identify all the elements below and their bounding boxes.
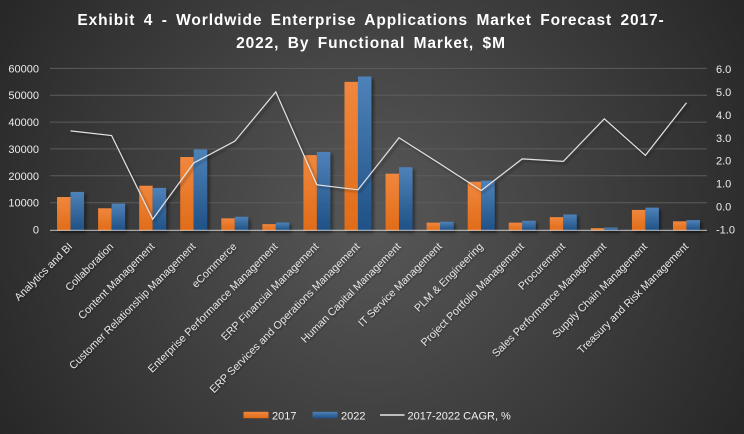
- svg-text:2022: 2022: [341, 411, 365, 423]
- svg-text:20000: 20000: [8, 171, 39, 183]
- svg-text:2.0: 2.0: [716, 156, 731, 168]
- svg-text:6.0: 6.0: [716, 64, 731, 76]
- svg-text:2017-2022 CAGR, %: 2017-2022 CAGR, %: [408, 411, 512, 423]
- svg-text:5.0: 5.0: [716, 87, 731, 99]
- svg-text:4.0: 4.0: [716, 110, 731, 122]
- svg-text:2017: 2017: [272, 411, 296, 423]
- svg-text:10000: 10000: [8, 198, 39, 210]
- svg-text:0.0: 0.0: [716, 202, 731, 214]
- svg-text:2022, By Functional Market, $M: 2022, By Functional Market, $M: [236, 35, 506, 52]
- svg-text:3.0: 3.0: [716, 133, 731, 145]
- svg-text:-1.0: -1.0: [716, 225, 735, 237]
- svg-text:40000: 40000: [8, 117, 39, 129]
- svg-text:1.0: 1.0: [716, 179, 731, 191]
- svg-text:0: 0: [33, 225, 39, 237]
- svg-text:60000: 60000: [8, 63, 39, 75]
- svg-text:30000: 30000: [8, 144, 39, 156]
- svg-text:50000: 50000: [8, 90, 39, 102]
- svg-text:Exhibit 4 - Worldwide Enterpri: Exhibit 4 - Worldwide Enterprise Applica…: [77, 12, 664, 29]
